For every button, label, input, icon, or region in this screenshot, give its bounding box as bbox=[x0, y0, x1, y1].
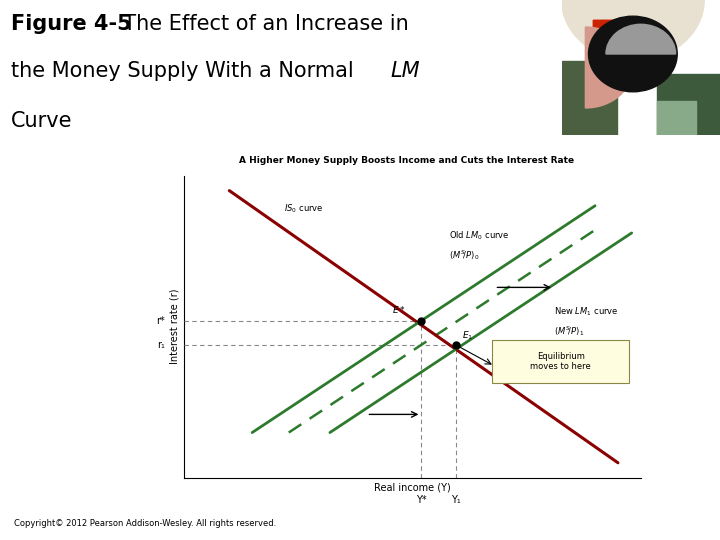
Wedge shape bbox=[593, 20, 649, 68]
Text: The Effect of an Increase in: The Effect of an Increase in bbox=[109, 14, 408, 33]
Text: r*: r* bbox=[156, 316, 166, 326]
Bar bbox=[657, 102, 696, 135]
Bar bbox=[657, 74, 720, 135]
Bar bbox=[562, 60, 617, 135]
Wedge shape bbox=[606, 24, 675, 54]
Text: Curve: Curve bbox=[12, 111, 73, 131]
Text: the Money Supply With a Normal: the Money Supply With a Normal bbox=[12, 60, 361, 81]
Text: $IS_0$ curve: $IS_0$ curve bbox=[284, 203, 324, 215]
Text: $(M^S\!/P)_1$: $(M^S\!/P)_1$ bbox=[554, 323, 584, 338]
Text: New $LM_1$ curve: New $LM_1$ curve bbox=[554, 306, 618, 318]
Text: Copyright© 2012 Pearson Addison-Wesley. All rights reserved.: Copyright© 2012 Pearson Addison-Wesley. … bbox=[14, 519, 276, 528]
Text: Figure 4-5: Figure 4-5 bbox=[12, 14, 132, 33]
Text: Equilibrium
moves to here: Equilibrium moves to here bbox=[531, 352, 591, 371]
Y-axis label: Interest rate (r): Interest rate (r) bbox=[169, 289, 179, 365]
Text: $(M^S\!/P)_0$: $(M^S\!/P)_0$ bbox=[449, 248, 479, 262]
FancyBboxPatch shape bbox=[492, 340, 629, 383]
Text: Old $LM_0$ curve: Old $LM_0$ curve bbox=[449, 230, 509, 242]
Text: $E_1$: $E_1$ bbox=[462, 330, 474, 342]
Wedge shape bbox=[588, 16, 678, 92]
Text: Y*: Y* bbox=[416, 495, 427, 504]
Text: r₁: r₁ bbox=[158, 340, 166, 350]
Wedge shape bbox=[585, 27, 633, 108]
Text: $E*$: $E*$ bbox=[392, 304, 405, 315]
X-axis label: Real income (Y): Real income (Y) bbox=[374, 482, 451, 492]
Text: 4-14: 4-14 bbox=[658, 514, 692, 529]
Text: Y₁: Y₁ bbox=[451, 495, 461, 504]
Wedge shape bbox=[562, 0, 704, 60]
Text: A Higher Money Supply Boosts Income and Cuts the Interest Rate: A Higher Money Supply Boosts Income and … bbox=[239, 156, 575, 165]
Text: LM: LM bbox=[390, 60, 420, 81]
